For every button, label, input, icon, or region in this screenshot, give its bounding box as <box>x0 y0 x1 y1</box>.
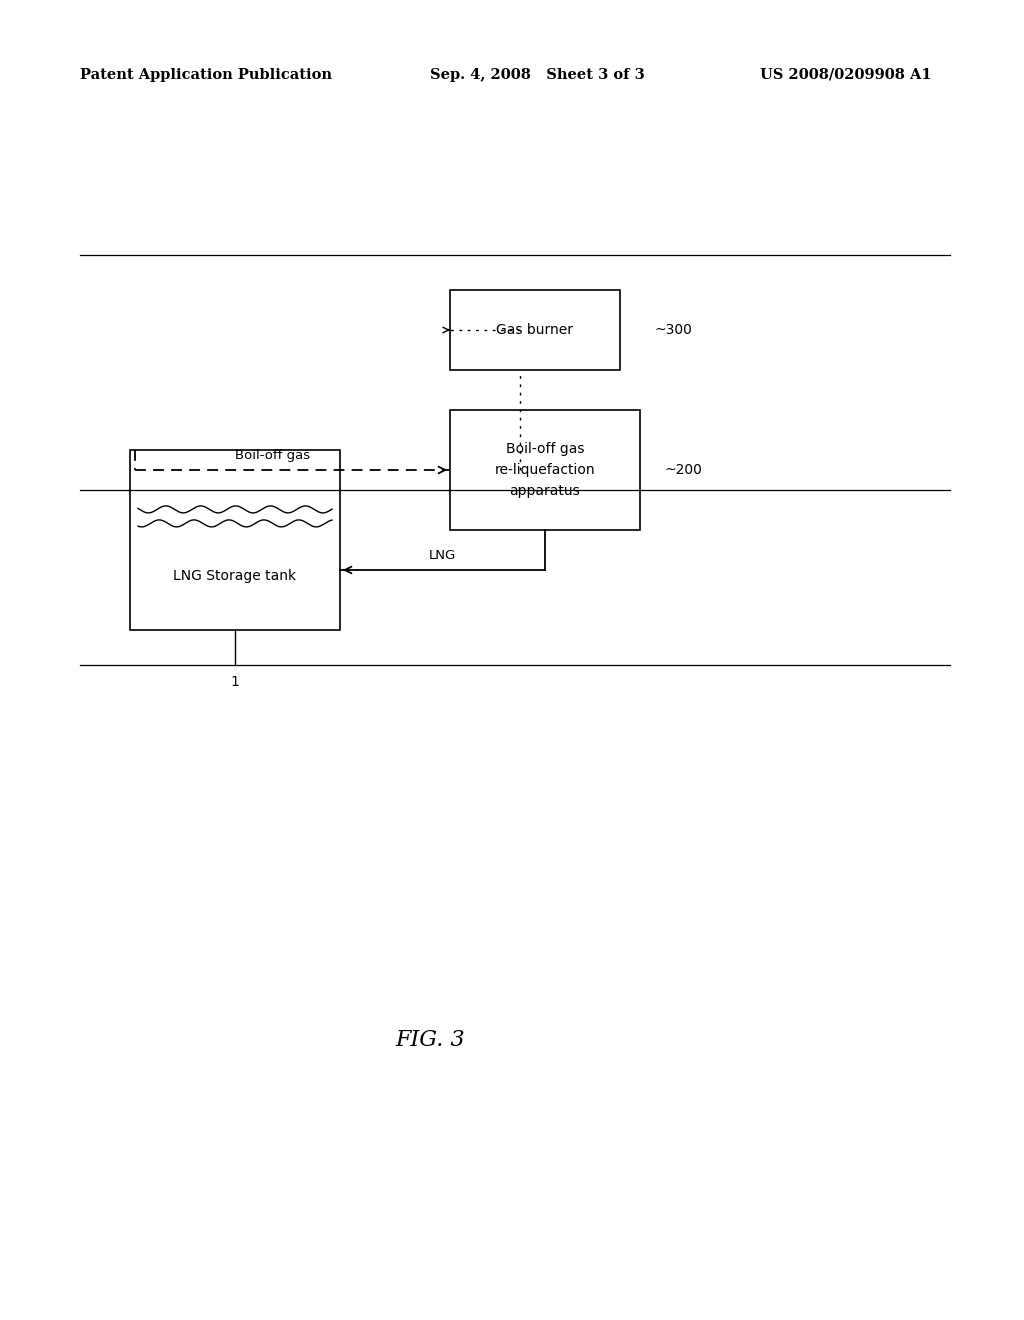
Bar <box>450 411 640 531</box>
Bar <box>450 290 620 370</box>
Text: US 2008/0209908 A1: US 2008/0209908 A1 <box>760 69 932 82</box>
Text: FIG. 3: FIG. 3 <box>395 1030 465 1051</box>
Text: LNG Storage tank: LNG Storage tank <box>173 569 297 583</box>
Text: ~200: ~200 <box>665 463 702 477</box>
Text: Gas burner: Gas burner <box>497 323 573 337</box>
Text: Sep. 4, 2008   Sheet 3 of 3: Sep. 4, 2008 Sheet 3 of 3 <box>430 69 645 82</box>
Text: Boil-off gas
re-liquefaction
apparatus: Boil-off gas re-liquefaction apparatus <box>495 442 595 498</box>
Text: Patent Application Publication: Patent Application Publication <box>80 69 332 82</box>
Bar <box>130 450 340 630</box>
Text: 1: 1 <box>230 675 240 689</box>
Text: LNG: LNG <box>429 549 456 562</box>
Text: ~300: ~300 <box>655 323 693 337</box>
Text: Boil-off gas: Boil-off gas <box>234 449 310 462</box>
